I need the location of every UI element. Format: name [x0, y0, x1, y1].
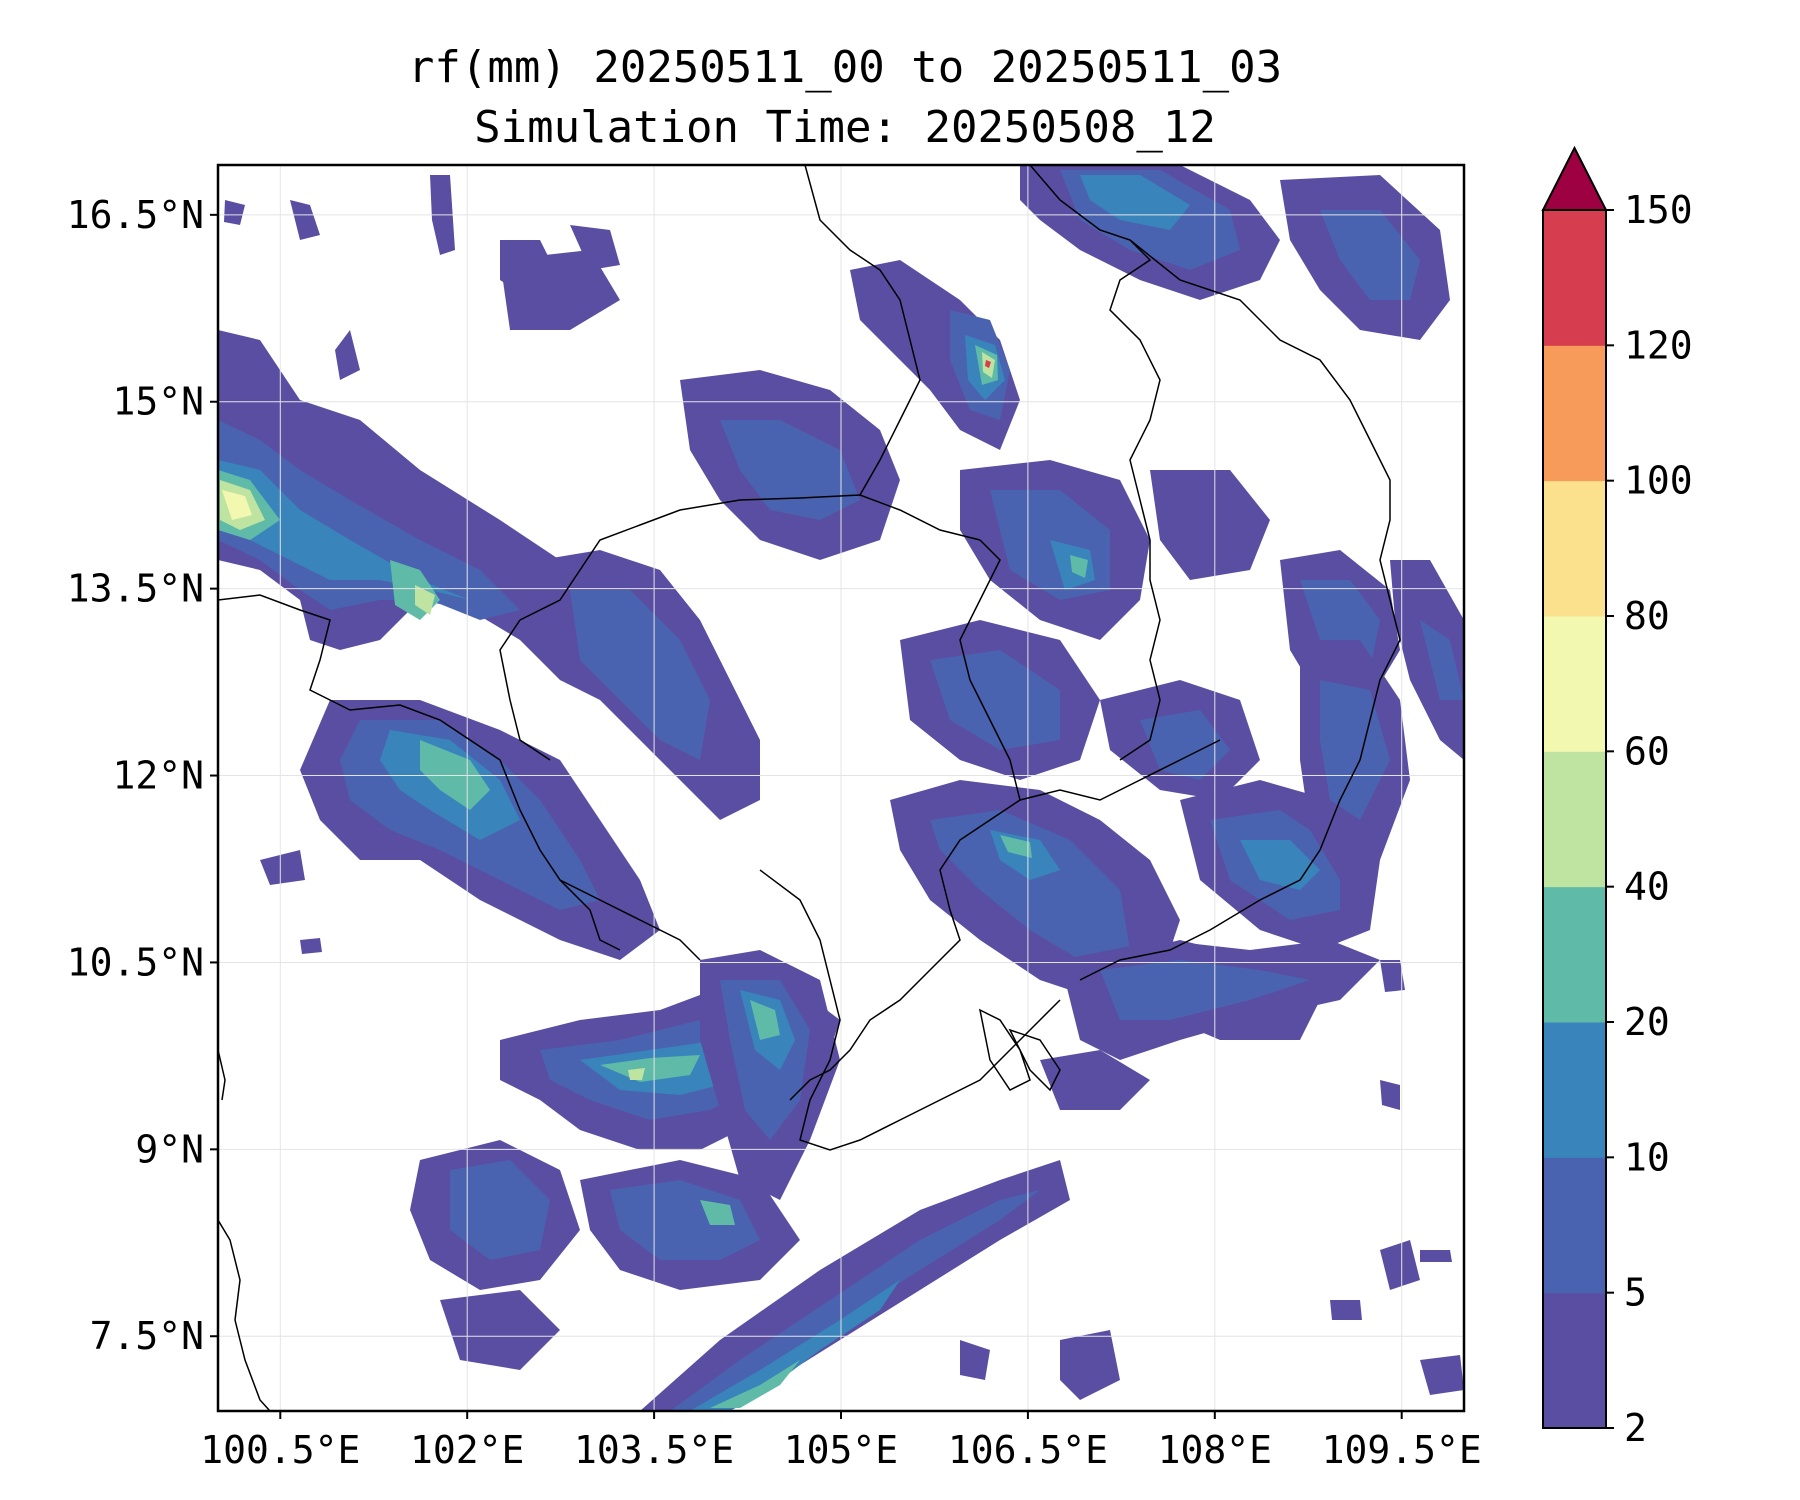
- rainfall-contours: [218, 165, 1464, 1411]
- colorbar-label: 120: [1624, 323, 1693, 367]
- x-tick-label: 109.5°E: [1322, 1428, 1482, 1472]
- colorbar-label: 10: [1624, 1135, 1670, 1179]
- rain-region: [260, 850, 305, 885]
- colorbar-segment: [1543, 480, 1606, 617]
- rain-region: [1420, 1250, 1452, 1262]
- colorbar-segment: [1543, 210, 1606, 346]
- x-tick-label: 105°E: [784, 1428, 898, 1472]
- y-tick-label: 16.5°N: [67, 193, 204, 237]
- x-tick-label: 106.5°E: [948, 1428, 1108, 1472]
- rain-region: [1420, 1355, 1464, 1395]
- rain-region: [415, 585, 435, 615]
- rain-region: [720, 420, 860, 520]
- rain-region: [1100, 960, 1310, 1020]
- colorbar-label: 100: [1624, 459, 1693, 503]
- rain-region: [570, 225, 620, 270]
- rain-region: [420, 740, 490, 810]
- x-tick-label: 102°E: [410, 1428, 524, 1472]
- rain-region: [1000, 835, 1032, 858]
- rain-region: [1380, 1240, 1420, 1290]
- rain-region: [440, 1290, 560, 1370]
- rain-region: [960, 1340, 990, 1380]
- rain-region: [1380, 960, 1405, 992]
- rain-region: [985, 360, 991, 368]
- rain-region: [600, 1055, 700, 1082]
- rain-region: [710, 1360, 800, 1408]
- y-tick-label: 7.5°N: [90, 1314, 204, 1358]
- rain-region: [1330, 1300, 1362, 1320]
- country-borders: [218, 165, 1401, 1411]
- y-tick-label: 13.5°N: [67, 567, 204, 611]
- colorbar-label: 150: [1624, 188, 1693, 232]
- y-axis-ticks: 16.5°N 15°N 13.5°N 12°N 10.5°N 9°N 7.5°N: [67, 193, 218, 1358]
- rain-region: [1240, 840, 1320, 890]
- chart-title: rf(mm) 20250511_00 to 20250511_03 Simula…: [220, 38, 1470, 158]
- colorbar-label: 60: [1624, 729, 1670, 773]
- rain-region: [628, 1068, 645, 1080]
- rain-region: [670, 1190, 1040, 1411]
- rain-region: [610, 1180, 760, 1260]
- y-tick-label: 12°N: [112, 754, 204, 798]
- colorbar-label: 2: [1624, 1406, 1647, 1450]
- rain-region: [930, 810, 1130, 960]
- x-tick-label: 103.5°E: [574, 1428, 734, 1472]
- rain-region: [1060, 1330, 1120, 1400]
- rain-region: [700, 1200, 735, 1225]
- map-gridlines: [218, 165, 1464, 1411]
- rain-region: [1380, 1080, 1400, 1110]
- colorbar-extend-arrow: [1541, 145, 1608, 211]
- rain-region: [1320, 680, 1390, 820]
- y-tick-label: 10.5°N: [67, 940, 204, 984]
- rain-region: [750, 1000, 780, 1040]
- colorbar-segment: [1543, 751, 1606, 888]
- colorbar-label: 5: [1624, 1271, 1647, 1315]
- rain-region: [1040, 1050, 1150, 1110]
- rain-region: [1420, 620, 1464, 700]
- colorbar-label: 20: [1624, 1000, 1670, 1044]
- rain-region: [1080, 175, 1190, 230]
- rain-region: [1140, 710, 1230, 780]
- x-tick-label: 100.5°E: [200, 1428, 360, 1472]
- colorbar-segment: [1543, 616, 1606, 752]
- colorbar-frame: [1542, 209, 1607, 1429]
- rain-region: [1390, 560, 1464, 760]
- y-tick-label: 9°N: [135, 1127, 204, 1171]
- x-tick-label: 108°E: [1158, 1428, 1272, 1472]
- title-line-2: Simulation Time: 20250508_12: [474, 102, 1216, 153]
- rain-region: [218, 420, 520, 620]
- rain-region: [450, 1160, 550, 1260]
- rain-region: [290, 200, 320, 240]
- rain-region: [570, 590, 710, 760]
- rain-region: [1070, 555, 1088, 578]
- rain-region: [1320, 210, 1420, 300]
- rain-region: [224, 200, 245, 225]
- rain-region: [218, 460, 470, 600]
- colorbar-segment: [1543, 1157, 1606, 1294]
- colorbar-label: 40: [1624, 865, 1670, 909]
- colorbar-segment: [1543, 886, 1606, 1023]
- colorbar-segment: [1543, 345, 1606, 482]
- colorbar-segment: [1543, 1022, 1606, 1158]
- title-line-1: rf(mm) 20250511_00 to 20250511_03: [407, 42, 1283, 93]
- rain-region: [222, 490, 252, 520]
- colorbar-segment: [1543, 1292, 1606, 1429]
- rain-region: [335, 330, 360, 380]
- rain-region: [300, 938, 322, 954]
- rain-region: [1150, 470, 1270, 580]
- x-axis-ticks: 100.5°E 102°E 103.5°E 105°E 106.5°E 108°E 109.…: [200, 1411, 1482, 1472]
- colorbar: 2 5 10 20 40 60 80 100 120 150: [1541, 145, 1693, 1450]
- y-tick-label: 15°N: [112, 380, 204, 424]
- colorbar-label: 80: [1624, 594, 1670, 638]
